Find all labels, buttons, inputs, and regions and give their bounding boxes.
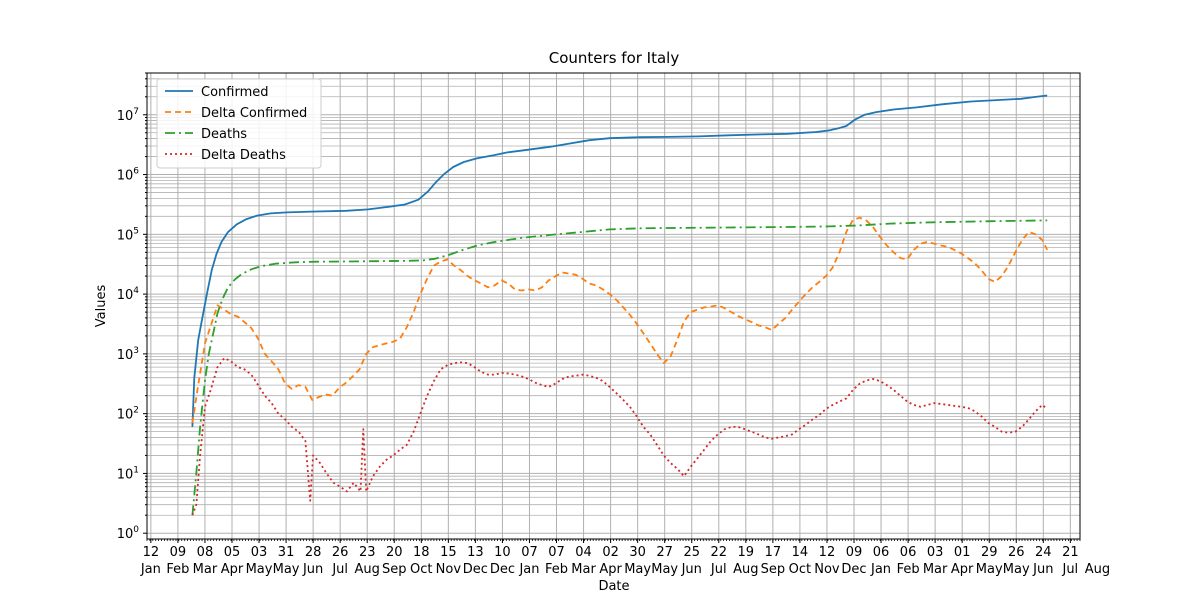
y-axis-title: Values bbox=[94, 285, 109, 328]
x-tick-label-day: 26 bbox=[1008, 545, 1025, 560]
y-tick-label: 107 bbox=[117, 107, 139, 124]
x-tick-label-month: Jan bbox=[870, 562, 891, 577]
series-layer bbox=[191, 94, 1049, 516]
chart-title: Counters for Italy bbox=[549, 49, 680, 67]
x-tick-label-day: 20 bbox=[386, 545, 403, 560]
y-tick-label: 103 bbox=[117, 346, 139, 363]
series-line-delta-deaths bbox=[191, 357, 1048, 516]
x-tick-label-month: Dec bbox=[841, 562, 866, 577]
x-tick-label-month: Jul bbox=[710, 562, 727, 577]
x-tick-label-month: Jul bbox=[331, 562, 348, 577]
x-tick-label-day: 26 bbox=[332, 545, 349, 560]
x-tick-label-month: May bbox=[624, 562, 651, 577]
x-tick-label-day: 21 bbox=[1062, 545, 1079, 560]
y-tick-label: 105 bbox=[117, 226, 139, 243]
x-tick-label-month: Aug bbox=[355, 562, 380, 577]
x-tick-label-month: Mar bbox=[571, 562, 596, 577]
legend-label: Confirmed bbox=[201, 85, 269, 100]
x-tick-label-month: Apr bbox=[951, 562, 974, 577]
x-tick-label-day: 09 bbox=[846, 545, 863, 560]
x-tick-label-day: 30 bbox=[629, 545, 646, 560]
x-tick-label-day: 12 bbox=[819, 545, 836, 560]
x-tick-label-day: 27 bbox=[656, 545, 673, 560]
legend: Confirmed Delta Confirmed Deaths Delta Deat… bbox=[156, 78, 322, 169]
x-tick-label-day: 05 bbox=[224, 545, 241, 560]
x-tick-label-day: 10 bbox=[494, 545, 511, 560]
y-tick-label: 104 bbox=[117, 286, 140, 303]
x-tick-label-month: May bbox=[651, 562, 678, 577]
x-tick-label-day: 02 bbox=[602, 545, 619, 560]
x-tick-label-day: 31 bbox=[278, 545, 295, 560]
x-tick-label-day: 15 bbox=[440, 545, 457, 560]
x-tick-label-day: 25 bbox=[683, 545, 700, 560]
x-tick-label-day: 12 bbox=[143, 545, 160, 560]
x-tick-label-month: May bbox=[976, 562, 1003, 577]
x-tick-label-day: 03 bbox=[927, 545, 944, 560]
x-tick-label-day: 18 bbox=[413, 545, 430, 560]
x-tick-label-month: Nov bbox=[436, 562, 462, 577]
x-tick-label-month: Jun bbox=[302, 562, 323, 577]
x-tick-label-month: Apr bbox=[599, 562, 622, 577]
y-tick-label: 100 bbox=[117, 525, 140, 542]
x-tick-label-month: Oct bbox=[789, 562, 811, 577]
legend-label: Deaths bbox=[201, 127, 247, 142]
x-tick-label-day: 29 bbox=[981, 545, 998, 560]
legend-label: Delta Deaths bbox=[201, 148, 286, 163]
x-tick-label-month: Dec bbox=[490, 562, 515, 577]
x-tick-label-month: Jan bbox=[140, 562, 161, 577]
y-axis: 100 101 102 103 104 105 106 107 bbox=[117, 72, 147, 542]
x-tick-label-month: Jun bbox=[681, 562, 702, 577]
x-tick-label-month: Jan bbox=[518, 562, 539, 577]
x-tick-label-month: Aug bbox=[1085, 562, 1110, 577]
x-tick-label-month: Mar bbox=[923, 562, 948, 577]
x-tick-label-month: Nov bbox=[814, 562, 840, 577]
x-tick-label-day: 07 bbox=[521, 545, 538, 560]
x-tick-label-month: Aug bbox=[733, 562, 758, 577]
x-tick-label-month: Mar bbox=[193, 562, 218, 577]
x-tick-label-day: 28 bbox=[305, 545, 322, 560]
series-line-confirmed bbox=[191, 94, 1048, 427]
series-line-deaths bbox=[191, 219, 1048, 516]
x-tick-label-day: 19 bbox=[738, 545, 755, 560]
y-tick-label: 102 bbox=[117, 406, 139, 423]
x-tick-label-month: May bbox=[1003, 562, 1030, 577]
x-tick-label-day: 08 bbox=[197, 545, 214, 560]
x-tick-label-day: 07 bbox=[548, 545, 565, 560]
x-tick-label-month: Feb bbox=[166, 562, 189, 577]
y-tick-label: 106 bbox=[117, 167, 140, 184]
legend-label: Delta Confirmed bbox=[201, 106, 307, 121]
x-tick-label-month: Feb bbox=[897, 562, 920, 577]
x-tick-label-month: Oct bbox=[410, 562, 432, 577]
x-tick-label-day: 06 bbox=[900, 545, 917, 560]
x-tick-label-month: Sep bbox=[761, 562, 786, 577]
x-tick-label-day: 24 bbox=[1035, 545, 1052, 560]
x-tick-label-month: Jun bbox=[1032, 562, 1053, 577]
x-axis-title: Date bbox=[598, 579, 629, 594]
y-tick-label: 101 bbox=[117, 465, 139, 482]
x-axis: 12 Jan 09 Feb 08 Mar 05 Apr 03 May 31 May 28 Jun 26 Jul… bbox=[140, 539, 1110, 577]
x-tick-label-month: Apr bbox=[221, 562, 244, 577]
x-tick-label-month: May bbox=[273, 562, 300, 577]
x-tick-label-day: 13 bbox=[467, 545, 484, 560]
x-tick-label-day: 23 bbox=[359, 545, 376, 560]
x-tick-label-day: 06 bbox=[873, 545, 890, 560]
x-tick-label-month: May bbox=[246, 562, 273, 577]
x-tick-label-day: 09 bbox=[170, 545, 187, 560]
x-tick-label-day: 01 bbox=[954, 545, 971, 560]
x-tick-label-day: 22 bbox=[711, 545, 728, 560]
x-tick-label-day: 04 bbox=[575, 545, 592, 560]
x-tick-label-day: 14 bbox=[792, 545, 809, 560]
x-tick-label-day: 17 bbox=[765, 545, 782, 560]
x-tick-label-month: Jul bbox=[1061, 562, 1078, 577]
legend-box bbox=[156, 78, 322, 169]
x-tick-label-day: 03 bbox=[251, 545, 268, 560]
x-tick-label-month: Feb bbox=[545, 562, 568, 577]
x-tick-label-month: Dec bbox=[463, 562, 488, 577]
x-tick-label-month: Sep bbox=[382, 562, 407, 577]
